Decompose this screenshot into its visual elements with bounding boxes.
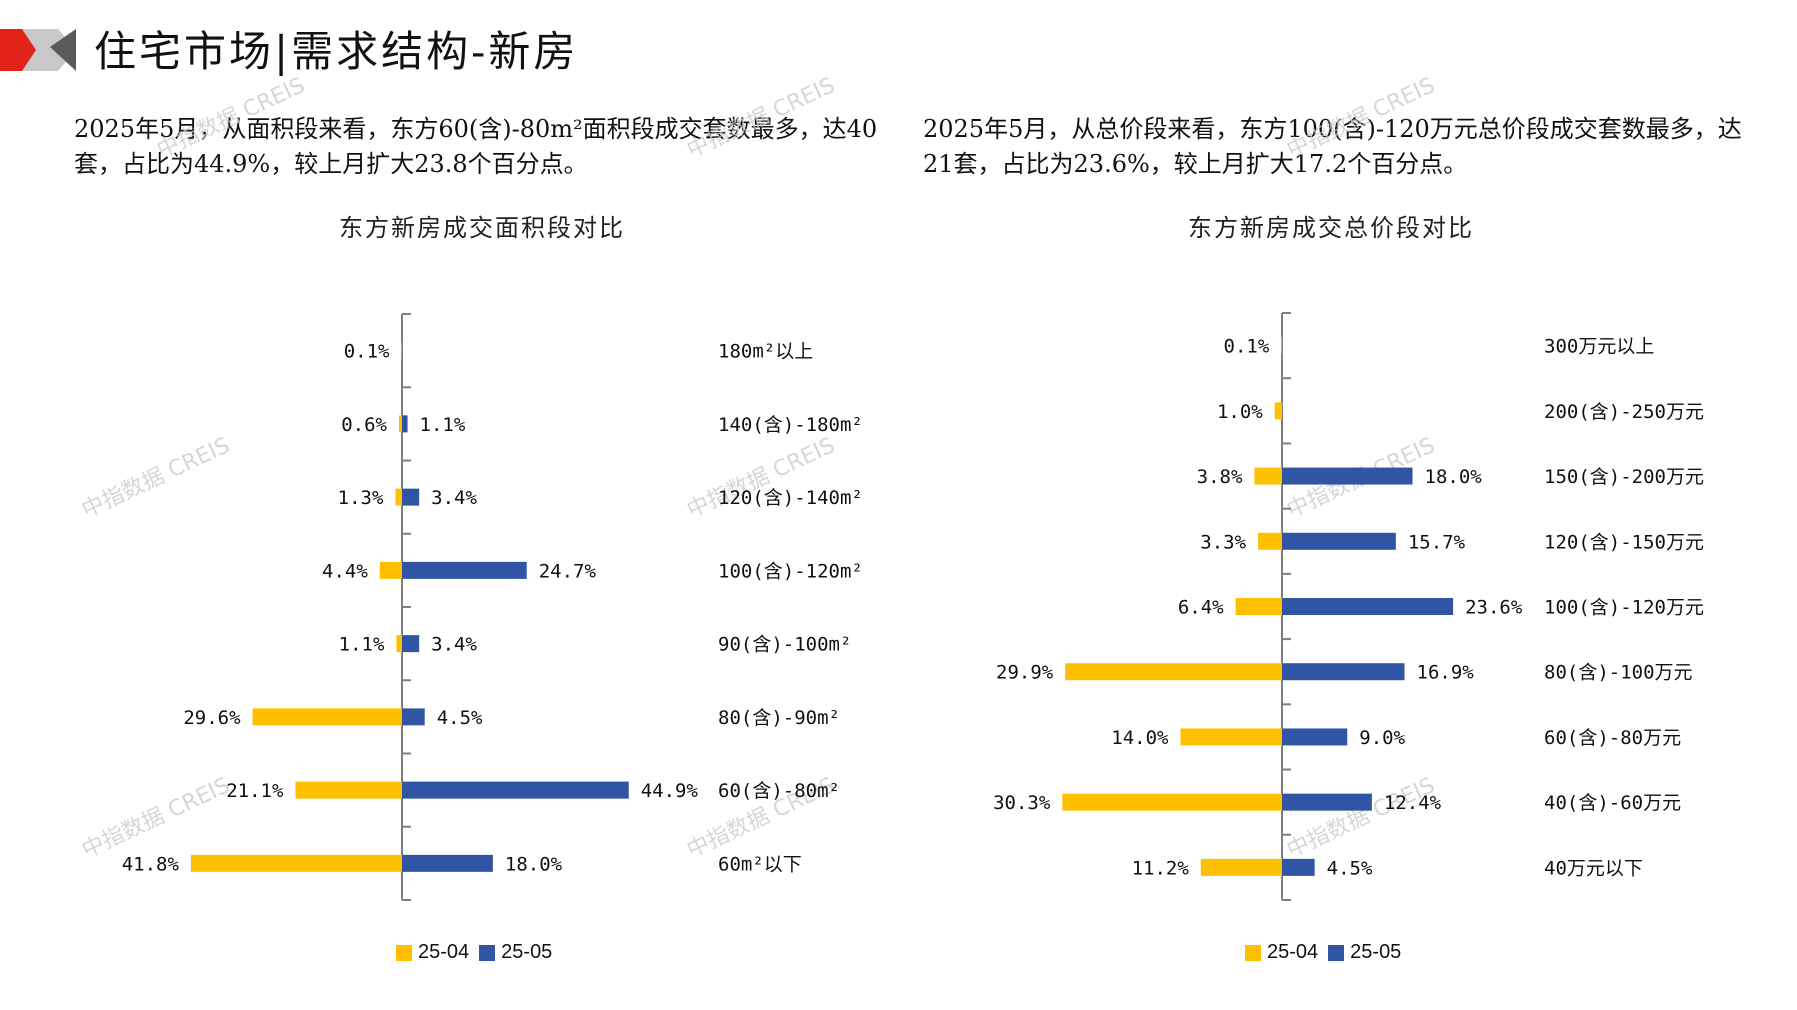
category-label: 140(含)-180m² (718, 414, 863, 436)
bar-25-04 (398, 415, 402, 433)
category-label: 300万元以上 (1544, 336, 1654, 358)
data-label-25-04: 1.0% (1217, 401, 1263, 423)
price-description: 2025年5月，从总价段来看，东方100(含)-120万元总价段成交套数最多，达… (923, 115, 1742, 178)
data-label-25-05: 44.9% (641, 780, 699, 802)
bar-25-04 (190, 854, 402, 872)
data-label-25-05: 1.1% (420, 414, 466, 436)
bar-25-04 (1062, 793, 1282, 811)
bar-25-05 (1282, 793, 1372, 811)
bar-25-05 (1282, 598, 1454, 615)
bar-25-04 (1235, 598, 1282, 615)
area-segment-chart: 0.1% 180m²以上 0.6% 1.1% 140(含)-180m² 1.3% 3.4% 1… (122, 313, 863, 901)
category-label: 60m²以下 (718, 853, 802, 875)
data-label-25-05: 3.4% (431, 487, 477, 509)
legend-swatch-curr (479, 944, 496, 961)
area-description: 2025年5月，从面积段来看，东方60(含)-80m²面积段成交套数最多，达40… (74, 115, 878, 178)
category-label: 40(含)-60万元 (1544, 792, 1681, 814)
bar-25-05 (402, 854, 493, 872)
data-label-25-05: 16.9% (1417, 662, 1475, 684)
bar-25-04 (1274, 402, 1282, 420)
bar-25-05 (1282, 663, 1405, 681)
category-label: 40万元以下 (1544, 857, 1643, 879)
bar-25-05 (1282, 858, 1315, 876)
bar-25-04 (395, 488, 402, 506)
legend-label-curr: 25-05 (1350, 941, 1402, 963)
bar-25-04 (396, 635, 402, 653)
category-label: 80(含)-100万元 (1544, 662, 1693, 684)
data-label-25-04: 21.1% (226, 780, 284, 802)
brand-logo (0, 29, 76, 71)
bar-25-04 (1254, 467, 1282, 485)
legend-swatch-curr (1328, 944, 1345, 961)
data-label-25-04: 3.3% (1200, 531, 1246, 553)
bar-25-05 (402, 488, 420, 506)
data-label-25-04: 0.1% (344, 341, 390, 363)
data-label-25-05: 23.6% (1465, 597, 1523, 619)
data-label-25-04: 11.2% (1132, 857, 1190, 879)
data-label-25-05: 3.4% (431, 634, 477, 656)
category-label: 100(含)-120m² (718, 560, 863, 582)
bar-25-05 (1282, 728, 1348, 746)
data-label-25-05: 4.5% (437, 707, 483, 729)
price-chart-legend: 25-04 25-05 (1245, 941, 1401, 964)
data-label-25-04: 14.0% (1111, 727, 1169, 749)
bar-25-05 (402, 561, 527, 579)
data-label-25-05: 9.0% (1359, 727, 1405, 749)
bar-25-05 (402, 415, 408, 433)
data-label-25-05: 18.0% (505, 853, 563, 875)
bar-25-05 (402, 635, 420, 653)
category-label: 200(含)-250万元 (1544, 401, 1704, 423)
price-chart-title: 东方新房成交总价段对比 (1188, 214, 1474, 242)
bar-25-05 (402, 781, 629, 799)
category-label: 180m²以上 (718, 341, 813, 363)
bar-25-05 (402, 708, 425, 726)
category-label: 100(含)-120万元 (1544, 597, 1704, 619)
bar-25-05 (1282, 532, 1396, 550)
category-label: 60(含)-80m² (718, 780, 840, 802)
legend-label-prev: 25-04 (418, 941, 470, 963)
legend-swatch-prev (396, 944, 412, 961)
data-label-25-04: 3.8% (1197, 466, 1243, 488)
data-label-25-04: 29.6% (183, 707, 241, 729)
data-label-25-04: 0.6% (341, 414, 387, 436)
bar-25-04 (1258, 532, 1282, 550)
bar-25-04 (1281, 337, 1282, 355)
data-label-25-04: 4.4% (322, 560, 368, 582)
category-label: 150(含)-200万元 (1544, 466, 1704, 488)
data-label-25-04: 0.1% (1224, 336, 1270, 358)
bar-25-04 (1065, 663, 1282, 681)
category-label: 90(含)-100m² (718, 634, 851, 656)
bar-25-04 (295, 781, 402, 799)
area-chart-title: 东方新房成交面积段对比 (339, 214, 625, 242)
category-label: 80(含)-90m² (718, 707, 840, 729)
data-label-25-04: 29.9% (996, 662, 1054, 684)
data-label-25-05: 12.4% (1384, 792, 1442, 814)
data-label-25-05: 15.7% (1408, 531, 1466, 553)
bar-25-04 (401, 342, 402, 360)
legend-label-prev: 25-04 (1267, 941, 1319, 963)
data-label-25-05: 18.0% (1425, 466, 1483, 488)
area-chart-legend: 25-04 25-05 (396, 941, 552, 964)
data-label-25-04: 1.1% (339, 634, 385, 656)
legend-swatch-prev (1245, 944, 1261, 961)
category-label: 60(含)-80万元 (1544, 727, 1681, 749)
bar-25-04 (1180, 728, 1282, 746)
data-label-25-04: 1.3% (338, 487, 384, 509)
data-label-25-04: 6.4% (1178, 597, 1224, 619)
category-label: 120(含)-150万元 (1544, 531, 1704, 553)
bar-25-04 (252, 708, 402, 726)
data-label-25-04: 30.3% (993, 792, 1051, 814)
bar-25-05 (1282, 467, 1413, 485)
data-label-25-05: 4.5% (1327, 857, 1373, 879)
category-label: 120(含)-140m² (718, 487, 863, 509)
legend-label-curr: 25-05 (501, 941, 553, 963)
page-title: 住宅市场|需求结构-新房 (94, 27, 579, 76)
data-label-25-05: 24.7% (539, 560, 597, 582)
bar-25-04 (379, 561, 402, 579)
bar-25-04 (1200, 858, 1282, 876)
data-label-25-04: 41.8% (122, 853, 180, 875)
